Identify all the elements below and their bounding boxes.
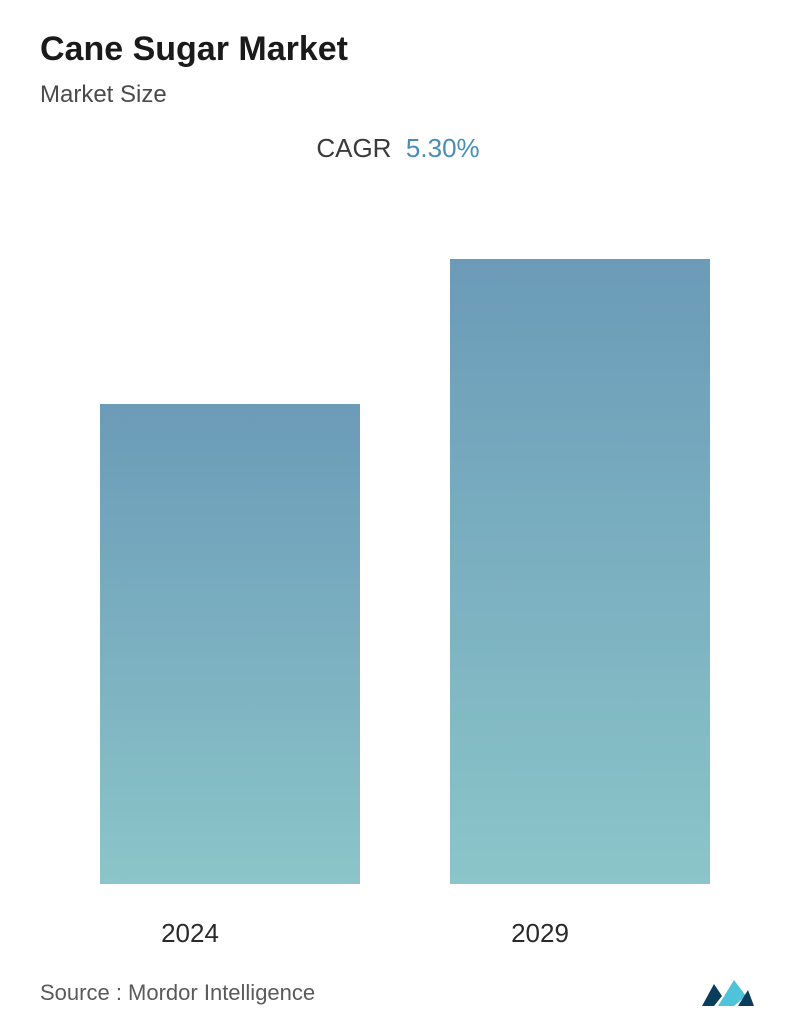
x-axis-label-2029: 2029 xyxy=(410,918,670,949)
bar-chart xyxy=(40,184,756,884)
chart-footer: Source : Mordor Intelligence xyxy=(40,976,756,1010)
bar-2024 xyxy=(100,404,360,884)
x-axis-label-2024: 2024 xyxy=(60,918,320,949)
chart-title: Cane Sugar Market xyxy=(40,30,756,69)
chart-subtitle: Market Size xyxy=(40,81,756,109)
mordor-logo-icon xyxy=(700,976,756,1010)
cagr-row: CAGR 5.30% xyxy=(40,133,756,164)
cagr-value: 5.30% xyxy=(406,133,480,163)
bar-2029 xyxy=(450,259,710,884)
source-attribution: Source : Mordor Intelligence xyxy=(40,980,315,1006)
cagr-label: CAGR xyxy=(316,133,391,163)
